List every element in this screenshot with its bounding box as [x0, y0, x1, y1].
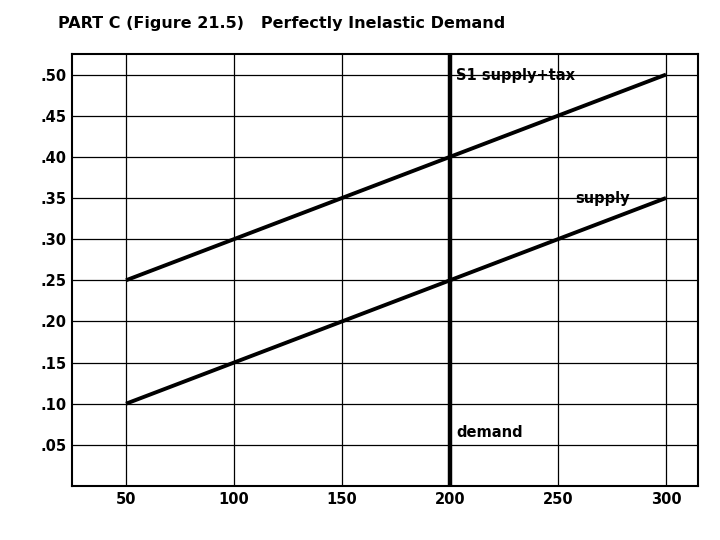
Text: demand: demand: [456, 425, 523, 440]
Text: S1 supply+tax: S1 supply+tax: [456, 68, 575, 83]
Text: PART C (Figure 21.5)   Perfectly Inelastic Demand: PART C (Figure 21.5) Perfectly Inelastic…: [58, 16, 505, 31]
Text: supply: supply: [575, 191, 630, 206]
